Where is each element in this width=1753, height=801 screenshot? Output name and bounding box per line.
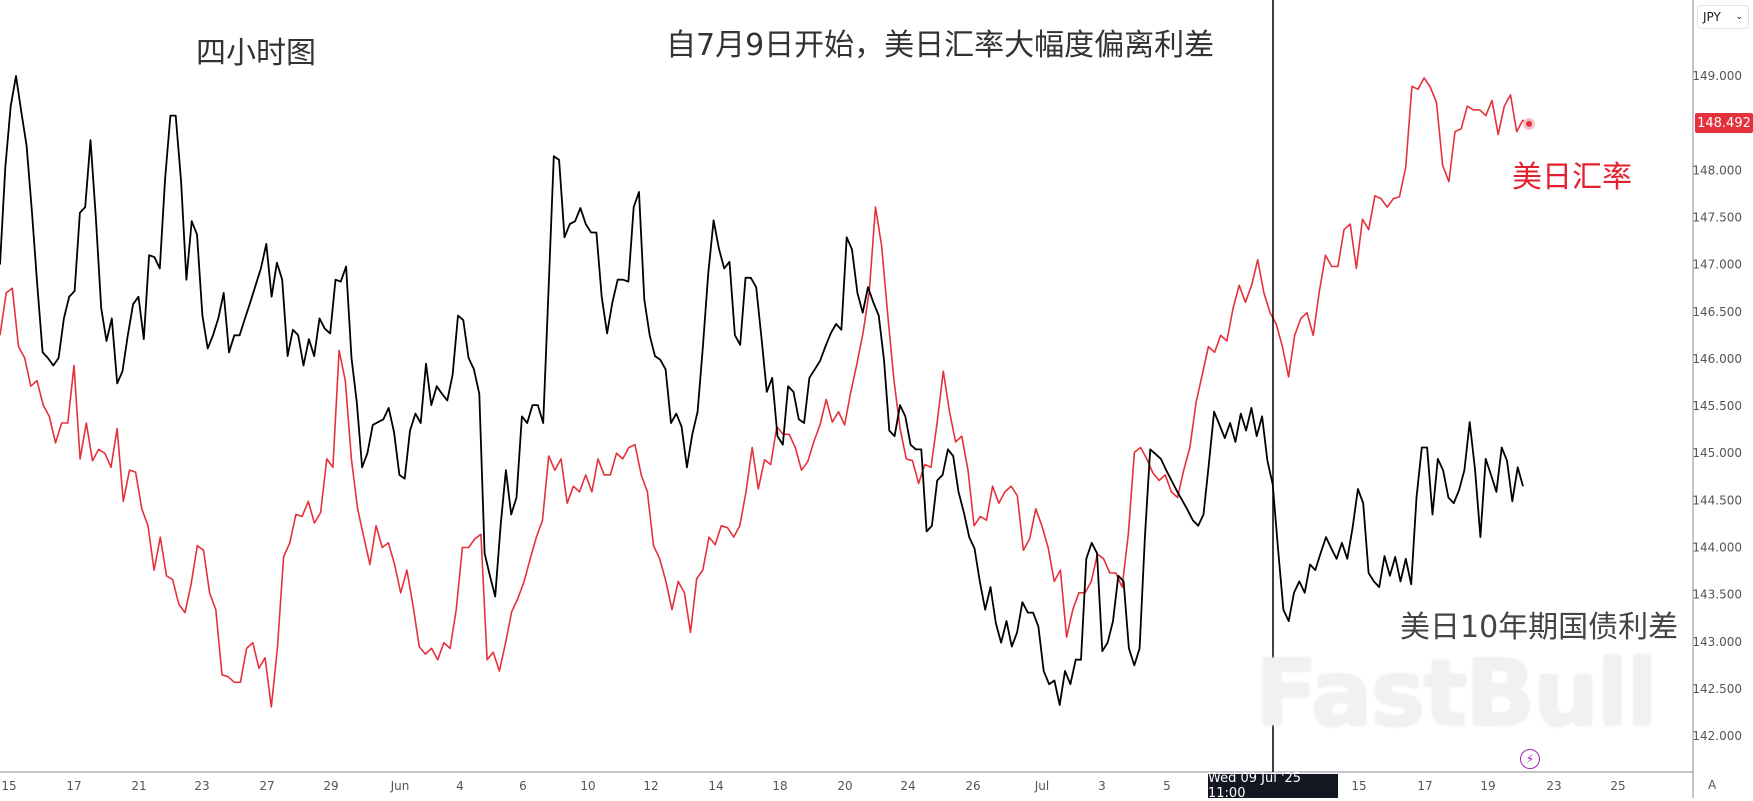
y-tick-label: 149.000 [1692, 69, 1742, 83]
usdjpy-line [0, 77, 1530, 708]
currency-value: JPY [1703, 10, 1721, 24]
chevron-down-icon: ⌄ [1735, 12, 1743, 22]
x-tick-label: 10 [580, 779, 595, 793]
x-tick-label: 27 [259, 779, 274, 793]
x-tick-label: 25 [1610, 779, 1625, 793]
y-axis[interactable]: 149.000 148.000 147.500 147.000 146.500 146.0… [1692, 69, 1742, 743]
last-point-marker [1526, 120, 1532, 127]
y-tick-label: 144.000 [1692, 541, 1742, 555]
y-tick-label: 142.500 [1692, 682, 1742, 696]
x-tick-label: 18 [772, 779, 787, 793]
last-price-tag: 148.492 [1695, 113, 1753, 133]
y-tick-label: 147.500 [1692, 210, 1742, 224]
series-label-yield-spread: 美日10年期国债利差 [1400, 610, 1679, 645]
x-tick-label: Jun [390, 779, 410, 793]
fastbull-watermark: FastBull [1255, 640, 1658, 747]
x-tick-label: 23 [1546, 779, 1561, 793]
yield-spread-line [0, 75, 1524, 706]
crosshair-date-label: Wed 09 Jul '25 11:00 [1208, 771, 1338, 801]
x-tick-label: 20 [837, 779, 852, 793]
currency-dropdown[interactable]: JPY ⌄ [1697, 5, 1749, 29]
x-tick-label: 24 [900, 779, 915, 793]
y-tick-label: 142.000 [1692, 729, 1742, 743]
x-tick-label: Jul [1034, 779, 1049, 793]
x-tick-label: 17 [66, 779, 81, 793]
y-tick-label: 147.000 [1692, 258, 1742, 272]
x-tick-label: 12 [643, 779, 658, 793]
x-tick-label: 14 [708, 779, 723, 793]
x-tick-label: 3 [1098, 779, 1106, 793]
x-tick-label: 4 [456, 779, 464, 793]
x-tick-label: 23 [194, 779, 209, 793]
x-tick-label: 26 [965, 779, 980, 793]
y-tick-label: 148.000 [1692, 163, 1742, 177]
y-tick-label: 145.500 [1692, 399, 1742, 413]
chart-subtitle: 自7月9日开始，美日汇率大幅度偏离利差 [666, 28, 1215, 63]
chart-title: 四小时图 [196, 36, 316, 71]
series-label-usdjpy: 美日汇率 [1512, 160, 1632, 195]
auto-scale-button[interactable]: A [1708, 778, 1717, 792]
x-tick-label: 29 [323, 779, 338, 793]
x-tick-label: 15 [1, 779, 16, 793]
x-tick-label: 5 [1163, 779, 1171, 793]
lightning-icon[interactable]: ⚡︎ [1520, 749, 1540, 769]
x-tick-label: 6 [519, 779, 527, 793]
x-axis[interactable]: 15 17 21 23 27 29 Jun 4 6 10 12 14 18 20 24 26 Jul 3 5 15 17… [1, 779, 1625, 793]
y-tick-label: 146.000 [1692, 352, 1742, 366]
y-tick-label: 145.000 [1692, 446, 1742, 460]
y-tick-label: 146.500 [1692, 305, 1742, 319]
y-tick-label: 143.000 [1692, 635, 1742, 649]
y-tick-label: 143.500 [1692, 588, 1742, 602]
x-tick-label: 17 [1417, 779, 1432, 793]
x-tick-label: 19 [1480, 779, 1495, 793]
y-tick-label: 144.500 [1692, 493, 1742, 507]
x-tick-label: 15 [1351, 779, 1366, 793]
x-tick-label: 21 [131, 779, 146, 793]
